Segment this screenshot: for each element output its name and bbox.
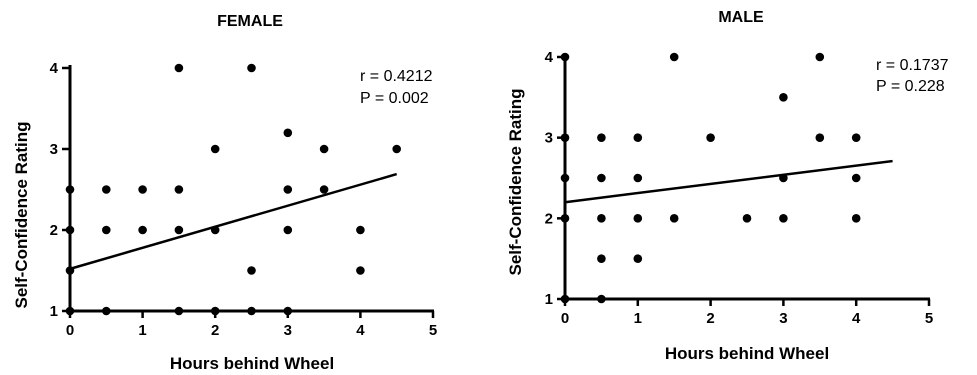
data-point (633, 133, 643, 142)
x-tick-label: 1 (138, 322, 146, 339)
data-point (174, 185, 184, 194)
data-point (283, 185, 293, 194)
x-tick-label: 4 (356, 322, 365, 339)
regression-line (564, 159, 893, 204)
annotation-p: P = 0.228 (876, 78, 945, 95)
data-point (247, 63, 256, 73)
data-point (174, 306, 184, 316)
y-tick-label: 2 (50, 222, 58, 239)
data-point (283, 306, 293, 316)
annotation-r: r = 0.4212 (360, 68, 433, 85)
x-tick-label: 2 (706, 310, 714, 327)
data-point (65, 225, 75, 235)
x-tick-label: 1 (634, 310, 642, 327)
data-point (210, 225, 220, 235)
y-tick-label: 1 (50, 303, 58, 320)
data-point (706, 133, 715, 142)
data-point (283, 225, 293, 235)
data-point (779, 173, 788, 183)
data-point (633, 214, 643, 223)
chart-title: FEMALE (217, 13, 283, 30)
data-point (779, 93, 788, 102)
data-point (319, 185, 329, 194)
data-point (597, 294, 606, 304)
data-point (65, 306, 75, 316)
data-point (815, 133, 825, 142)
data-point (174, 63, 184, 73)
x-tick-label: 2 (211, 322, 219, 339)
data-point (560, 173, 570, 183)
y-tick-label: 3 (50, 141, 58, 158)
data-point (102, 185, 111, 194)
data-point (210, 306, 220, 316)
annotation-r: r = 0.1737 (876, 57, 949, 74)
y-tick-label: 4 (50, 60, 59, 77)
data-point (102, 306, 111, 316)
y-tick-label: 4 (545, 49, 554, 66)
y-axis-label: Self-Confidence Rating (12, 121, 31, 308)
data-point (597, 214, 606, 223)
data-point (597, 133, 606, 142)
chart-female: FEMALE Self-Confidence Rating Hours behi… (12, 13, 437, 373)
data-point (851, 214, 861, 223)
data-point (560, 133, 570, 142)
data-point (560, 214, 570, 223)
data-point (247, 306, 256, 316)
data-point (392, 144, 402, 154)
data-point (356, 225, 365, 235)
data-point (633, 173, 643, 183)
x-axis-label: Hours behind Wheel (665, 344, 829, 363)
data-point (138, 185, 147, 194)
data-point (65, 185, 75, 194)
x-tick-label: 5 (925, 310, 933, 327)
y-tick-label: 3 (545, 130, 553, 147)
y-tick-label: 1 (545, 291, 553, 308)
x-tick-label: 4 (852, 310, 861, 327)
data-point (560, 52, 570, 62)
data-point (319, 144, 329, 154)
y-axis-label: Self-Confidence Rating (506, 88, 525, 275)
x-axis-label: Hours behind Wheel (170, 354, 334, 373)
regression-line (69, 172, 398, 271)
data-point (174, 225, 184, 235)
data-point (779, 214, 788, 223)
data-point (283, 128, 293, 138)
data-point (102, 225, 111, 235)
x-tick-label: 0 (561, 310, 569, 327)
chart-male: MALE Self-Confidence Rating Hours behind… (506, 9, 949, 363)
data-point (851, 133, 861, 142)
data-point (669, 52, 679, 62)
data-point (633, 254, 643, 263)
data-point (65, 266, 75, 275)
annotation-p: P = 0.002 (360, 90, 429, 107)
x-tick-label: 3 (284, 322, 292, 339)
data-point (356, 266, 365, 275)
x-tick-label: 5 (429, 322, 437, 339)
chart-title: MALE (718, 9, 764, 26)
data-point (742, 214, 752, 223)
data-point (560, 294, 570, 304)
data-point (247, 266, 256, 275)
data-point (138, 225, 147, 235)
data-point (851, 173, 861, 183)
data-point (669, 214, 679, 223)
y-tick-label: 2 (545, 210, 553, 227)
x-tick-label: 3 (779, 310, 787, 327)
data-point (597, 173, 606, 183)
data-point (597, 254, 606, 263)
data-point (815, 52, 825, 62)
data-point (210, 144, 220, 154)
x-tick-label: 0 (66, 322, 74, 339)
